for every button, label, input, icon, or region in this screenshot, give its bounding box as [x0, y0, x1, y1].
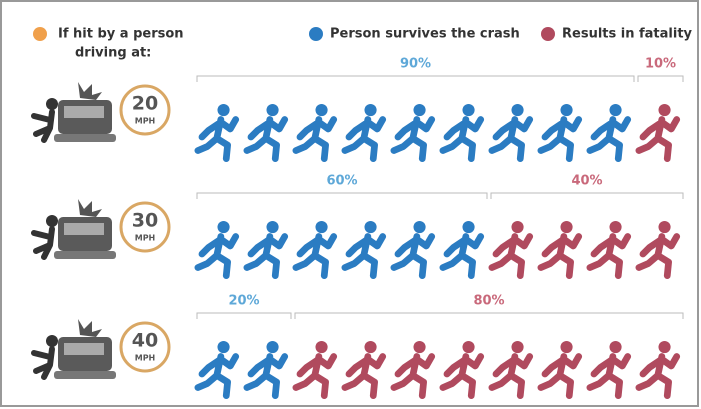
head: [413, 221, 425, 233]
value-label: 90%: [400, 57, 431, 72]
head: [217, 221, 229, 233]
victim-head: [46, 98, 58, 110]
speed-label: 30: [132, 210, 158, 232]
legend-swatch: [309, 27, 323, 41]
head: [364, 221, 376, 233]
head: [266, 104, 278, 116]
legend-swatch-title: [33, 27, 47, 41]
speed-label: 20: [132, 93, 158, 115]
head: [462, 341, 474, 353]
head: [462, 221, 474, 233]
page: If hit by a person driving at: Person su…: [0, 0, 701, 409]
value-label: 80%: [473, 294, 504, 309]
head: [609, 341, 621, 353]
value-label: 60%: [326, 174, 357, 189]
head: [658, 221, 670, 233]
head: [413, 341, 425, 353]
head: [609, 104, 621, 116]
value-label: 20%: [228, 294, 259, 309]
head: [511, 104, 523, 116]
head: [413, 104, 425, 116]
legend-label: Results in fatality: [562, 27, 693, 42]
head: [609, 221, 621, 233]
head: [658, 104, 670, 116]
head: [315, 341, 327, 353]
head: [364, 104, 376, 116]
chart: If hit by a person driving at: Person su…: [0, 0, 701, 409]
car-bumper: [54, 134, 116, 142]
head: [511, 341, 523, 353]
speed-unit: MPH: [135, 234, 156, 243]
value-label: 40%: [571, 174, 602, 189]
head: [658, 341, 670, 353]
car-window: [64, 223, 104, 235]
head: [364, 341, 376, 353]
car-bumper: [54, 251, 116, 259]
speed-unit: MPH: [135, 117, 156, 126]
value-label: 10%: [645, 57, 676, 72]
car-bumper: [54, 371, 116, 379]
head: [266, 341, 278, 353]
legend-label: Person survives the crash: [330, 27, 520, 42]
car-window: [64, 343, 104, 355]
legend-title: If hit by a person: [58, 27, 184, 42]
head: [315, 221, 327, 233]
head: [217, 341, 229, 353]
head: [511, 221, 523, 233]
head: [266, 221, 278, 233]
head: [560, 104, 572, 116]
head: [560, 341, 572, 353]
head: [560, 221, 572, 233]
victim-head: [46, 215, 58, 227]
legend-swatch: [541, 27, 555, 41]
victim-head: [46, 335, 58, 347]
speed-label: 40: [132, 330, 158, 352]
head: [217, 104, 229, 116]
legend-title: driving at:: [75, 46, 151, 61]
head: [462, 104, 474, 116]
head: [315, 104, 327, 116]
speed-unit: MPH: [135, 354, 156, 363]
car-window: [64, 106, 104, 118]
